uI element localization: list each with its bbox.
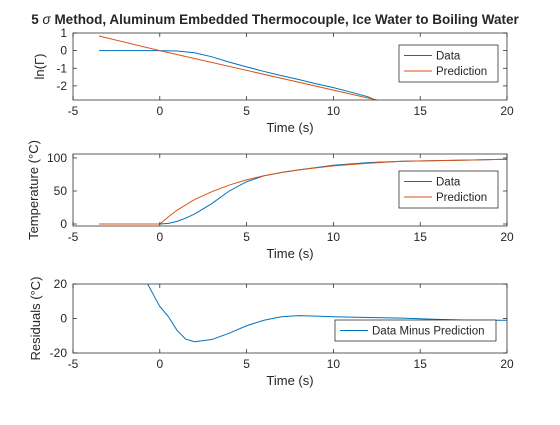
y-tick-label: 100 bbox=[47, 151, 67, 165]
x-tick-label: -5 bbox=[68, 104, 79, 118]
legend: Data Prediction bbox=[398, 170, 499, 209]
y-axis-label: Residuals (°C) bbox=[28, 277, 43, 361]
x-tick-label: 20 bbox=[500, 104, 514, 118]
axes-frame bbox=[72, 153, 508, 227]
legend-label: Prediction bbox=[436, 66, 487, 78]
x-tick-label: 10 bbox=[327, 104, 341, 118]
y-axis-label: ln(Γ) bbox=[32, 54, 47, 80]
x-tick-label: 15 bbox=[414, 230, 428, 244]
x-axis-label: Time (s) bbox=[266, 246, 313, 261]
axes-3: -5 0 5 10 15 20 20 0 -20 Time (s) Residuals (°C) Da… bbox=[28, 277, 514, 388]
axes-frame bbox=[72, 32, 508, 101]
y-tick-label: 0 bbox=[60, 217, 67, 231]
x-tick-label: 10 bbox=[327, 230, 341, 244]
figure-title: 5 σ Method, Aluminum Embedded Thermocoup… bbox=[31, 12, 519, 27]
x-tick-label: 5 bbox=[243, 357, 250, 371]
legend: Data Prediction bbox=[398, 44, 499, 83]
y-axis-label: Temperature (°C) bbox=[26, 140, 41, 240]
x-tick-label: 0 bbox=[156, 104, 163, 118]
x-tick-label: 20 bbox=[500, 230, 514, 244]
series-line-data bbox=[99, 50, 376, 100]
y-tick-label: -20 bbox=[50, 346, 68, 360]
legend-box bbox=[334, 319, 497, 342]
x-tick-label: 5 bbox=[243, 230, 250, 244]
series-line-prediction bbox=[99, 158, 507, 225]
y-tick-label: 50 bbox=[54, 184, 68, 198]
series-group bbox=[99, 158, 507, 225]
x-axis-label: Time (s) bbox=[266, 373, 313, 388]
plot-area bbox=[73, 284, 507, 353]
series-group bbox=[98, 35, 377, 100]
x-tick-label: 0 bbox=[156, 357, 163, 371]
legend-label: Prediction bbox=[436, 192, 487, 204]
y-tick-label: 0 bbox=[60, 312, 67, 326]
x-tick-label: 10 bbox=[327, 357, 341, 371]
legend-label: Data bbox=[436, 177, 461, 189]
series-line-data-minus-prediction bbox=[147, 284, 507, 343]
y-tick-label: 20 bbox=[54, 277, 68, 291]
legend-box bbox=[398, 44, 499, 83]
x-tick-label: 5 bbox=[243, 104, 250, 118]
legend: Data Minus Prediction bbox=[334, 319, 497, 342]
x-tick-label: -5 bbox=[68, 230, 79, 244]
y-tick-label: 0 bbox=[60, 44, 67, 58]
legend-label: Data bbox=[436, 51, 461, 63]
x-tick-label: 0 bbox=[156, 230, 163, 244]
x-tick-label: 15 bbox=[414, 104, 428, 118]
legend-box bbox=[398, 170, 499, 209]
x-axis-label: Time (s) bbox=[266, 120, 313, 135]
x-tick-label: 20 bbox=[500, 357, 514, 371]
x-tick-label: 15 bbox=[414, 357, 428, 371]
y-tick-label: -1 bbox=[56, 61, 67, 75]
series-line-prediction bbox=[98, 35, 377, 100]
series-group bbox=[147, 284, 507, 343]
y-tick-label: 1 bbox=[60, 26, 67, 40]
x-tick-label: -5 bbox=[68, 357, 79, 371]
legend-label: Data Minus Prediction bbox=[372, 326, 485, 338]
y-tick-label: -2 bbox=[56, 79, 67, 93]
